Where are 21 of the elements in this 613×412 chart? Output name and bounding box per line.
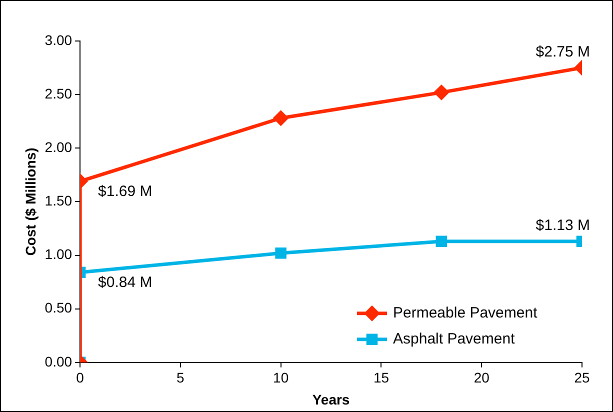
y-tick-label: 0.00 [44, 353, 72, 370]
x-tick-label: 10 [273, 370, 289, 386]
legend-label: Asphalt Pavement [393, 330, 516, 348]
x-axis-title: Years [312, 391, 350, 408]
data-label: $1.13 M [536, 216, 590, 234]
y-tick-label: 1.50 [44, 192, 72, 209]
x-tick-label: 0 [76, 370, 84, 386]
y-tick-label: 0.50 [44, 300, 72, 316]
y-tick-label: 1.00 [44, 246, 72, 262]
legend-label: Permeable Pavement [393, 304, 538, 322]
x-tick-label: 15 [373, 370, 390, 386]
data-label: $1.69 M [98, 182, 152, 200]
y-tick-label: 2.50 [44, 85, 72, 102]
y-tick-label: 3.00 [44, 32, 72, 48]
data-label: $2.75 M [536, 43, 590, 60]
x-tick-label: 5 [176, 370, 185, 386]
x-tick-label: 20 [474, 370, 490, 386]
y-axis-title: Cost ($ Millions) [22, 148, 38, 256]
y-tick-label: 2.00 [44, 138, 72, 155]
x-tick-label: 25 [574, 370, 590, 386]
data-label: $0.84 M [98, 274, 152, 292]
